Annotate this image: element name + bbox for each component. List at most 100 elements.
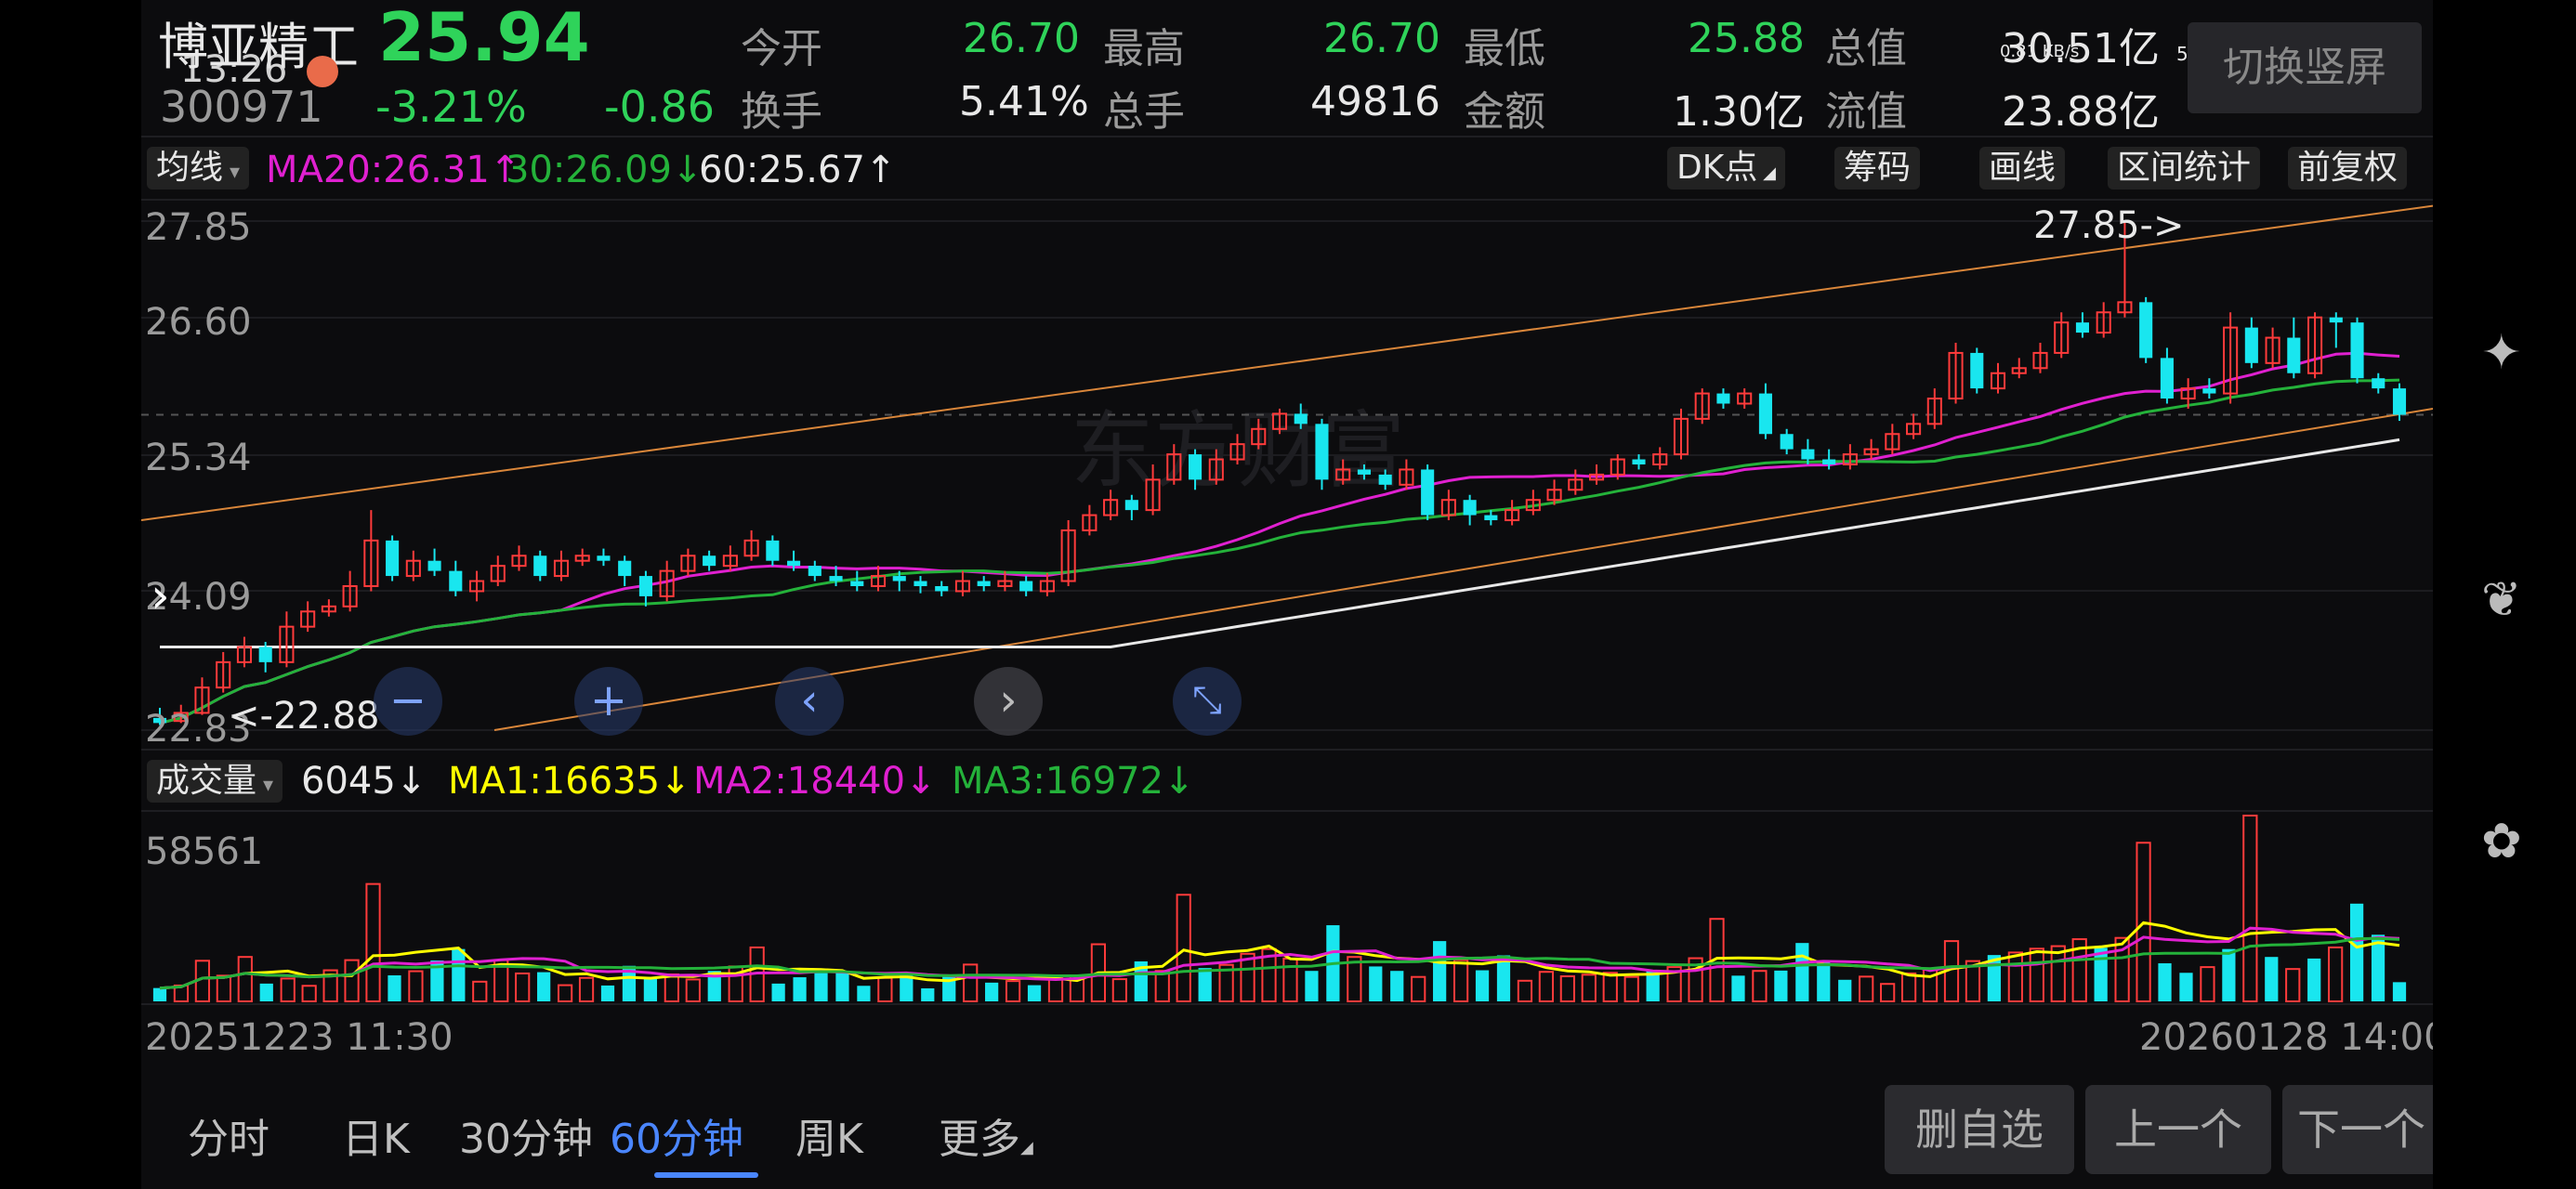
volume-text: 6045	[301, 760, 396, 803]
candle-body	[490, 565, 506, 582]
stat-value-high: 26.70	[1323, 15, 1440, 62]
price-chart[interactable]: 东方财富	[141, 201, 2433, 749]
range-stats-button[interactable]: 区间统计	[2108, 147, 2261, 189]
candle-body	[1885, 433, 1900, 451]
fq-button[interactable]: 前复权	[2288, 147, 2408, 189]
volume-bar	[322, 969, 338, 1002]
candle-body	[1694, 392, 1710, 420]
candle-body	[1082, 514, 1097, 531]
scroll-right-button[interactable]: ›	[974, 667, 1043, 736]
volume-chart[interactable]	[141, 812, 2433, 1003]
candle-body	[2392, 388, 2407, 415]
volume-bar	[1987, 955, 2002, 1001]
volume-selector[interactable]: 成交量 ▾	[147, 760, 283, 803]
volume-bar	[1411, 975, 1426, 1003]
volume-bar	[1027, 985, 1042, 1001]
tab-30min[interactable]: 30分钟	[459, 1116, 593, 1163]
candle-body	[1251, 427, 1267, 446]
volume-bar	[707, 971, 721, 1001]
stat-label-high: 最高	[1103, 25, 1185, 72]
candle-body	[2139, 302, 2153, 359]
candle-body	[1399, 468, 1414, 486]
candle-body	[743, 539, 759, 557]
candle-body	[449, 570, 463, 592]
candle-body	[2075, 322, 2090, 333]
volume-bar	[1602, 972, 1618, 1002]
switch-portrait-button[interactable]: 切换竖屏	[2188, 22, 2422, 113]
ma-selector[interactable]: 均线 ▾	[147, 147, 250, 189]
zoom-out-button[interactable]: −	[374, 667, 442, 736]
quote-header: 博亚精工 25.94 13:26 300971 -3.21% -0.86 今开 …	[141, 0, 2433, 136]
candle-body	[1990, 372, 2006, 390]
volume-bar	[280, 977, 296, 1003]
candle-body	[468, 580, 485, 593]
volume-bar	[2307, 958, 2321, 1001]
remove-watchlist-button[interactable]: 删自选	[1885, 1085, 2074, 1174]
draw-line-button[interactable]: 画线	[1979, 147, 2066, 189]
scroll-left-button[interactable]: ‹	[775, 667, 844, 736]
candle-body	[2265, 336, 2280, 364]
low-marker: <-22.88	[229, 695, 380, 738]
candle-body	[342, 584, 358, 608]
vol-ma2-line	[159, 926, 2400, 990]
tab-60min[interactable]: 60分钟	[610, 1116, 743, 1163]
chips-button[interactable]: 筹码	[1834, 147, 1921, 189]
candle-body	[2160, 358, 2174, 399]
candle-body	[2372, 378, 2385, 389]
expand-chevron-icon[interactable]: ›	[151, 568, 170, 624]
tab-daily[interactable]: 日K	[342, 1116, 410, 1163]
candle-body	[1484, 515, 1498, 521]
volume-bar	[2222, 948, 2236, 1001]
candle-body	[703, 555, 716, 567]
volume-bar	[1795, 943, 1809, 1001]
candle-body	[1421, 469, 1435, 516]
candle-body	[2287, 337, 2301, 373]
candle-body	[1463, 500, 1477, 516]
volume-bar	[664, 973, 679, 1003]
next-button[interactable]: 下一个	[2282, 1085, 2433, 1174]
divider	[141, 199, 2433, 201]
dk-point-button[interactable]: DK点 ◢	[1667, 147, 1785, 189]
tab-weekly[interactable]: 周K	[795, 1116, 863, 1163]
zoom-in-button[interactable]: +	[574, 667, 643, 736]
candle-body	[173, 712, 189, 723]
volume-bar	[857, 986, 871, 1001]
candle-body	[386, 540, 400, 577]
dropdown-icon: ▾	[256, 774, 274, 797]
volume-selector-label: 成交量	[156, 762, 257, 800]
candle-body	[1315, 424, 1329, 480]
collapse-button[interactable]: ⤡	[1173, 667, 1242, 736]
volume-bar	[793, 977, 807, 1001]
volume-bar	[1838, 979, 1852, 1001]
candle-body	[2032, 351, 2048, 370]
candle-body	[363, 539, 379, 587]
candle-body	[1863, 448, 1879, 456]
candle-body	[1842, 453, 1858, 465]
candle-body	[1271, 412, 1288, 430]
volume-bar	[472, 980, 488, 1003]
tab-intraday[interactable]: 分时	[188, 1116, 269, 1163]
leaf-icon[interactable]: ❦	[2481, 572, 2522, 628]
candle-body	[1378, 474, 1392, 485]
stat-value-low: 25.88	[1688, 15, 1805, 62]
candle-body	[1780, 434, 1794, 450]
volume-bar	[1581, 973, 1597, 1002]
ma60-text: 60:25.67	[699, 149, 865, 191]
clover-icon[interactable]: ✿	[2481, 814, 2522, 869]
volume-bar	[1774, 970, 1788, 1001]
candle-body	[766, 540, 780, 561]
candle-body	[597, 555, 611, 561]
candle-body	[2011, 367, 2027, 374]
volume-bar	[2094, 947, 2108, 1001]
sparkle-icon[interactable]: ✦	[2481, 325, 2522, 381]
candle-body	[1039, 580, 1055, 593]
active-tab-indicator	[654, 1172, 758, 1178]
volume-bar	[600, 985, 615, 1001]
previous-button[interactable]: 上一个	[2085, 1085, 2271, 1174]
candle-body	[1926, 398, 1942, 425]
stat-label-amount: 金额	[1464, 88, 1545, 136]
tab-more[interactable]: 更多◢	[939, 1105, 1033, 1165]
candle-body	[680, 555, 696, 572]
volume-bar	[430, 960, 444, 1001]
volume-bar	[1859, 975, 1874, 1003]
